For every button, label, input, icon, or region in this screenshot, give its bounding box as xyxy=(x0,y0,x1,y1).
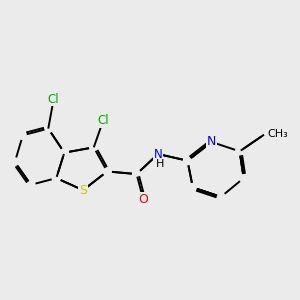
Text: O: O xyxy=(138,193,148,206)
Text: N: N xyxy=(207,136,216,148)
Text: CH₃: CH₃ xyxy=(268,129,289,139)
Text: N: N xyxy=(154,148,162,160)
Text: H: H xyxy=(156,159,164,169)
Text: Cl: Cl xyxy=(48,93,59,106)
Text: Cl: Cl xyxy=(97,114,109,127)
Text: S: S xyxy=(79,184,87,197)
